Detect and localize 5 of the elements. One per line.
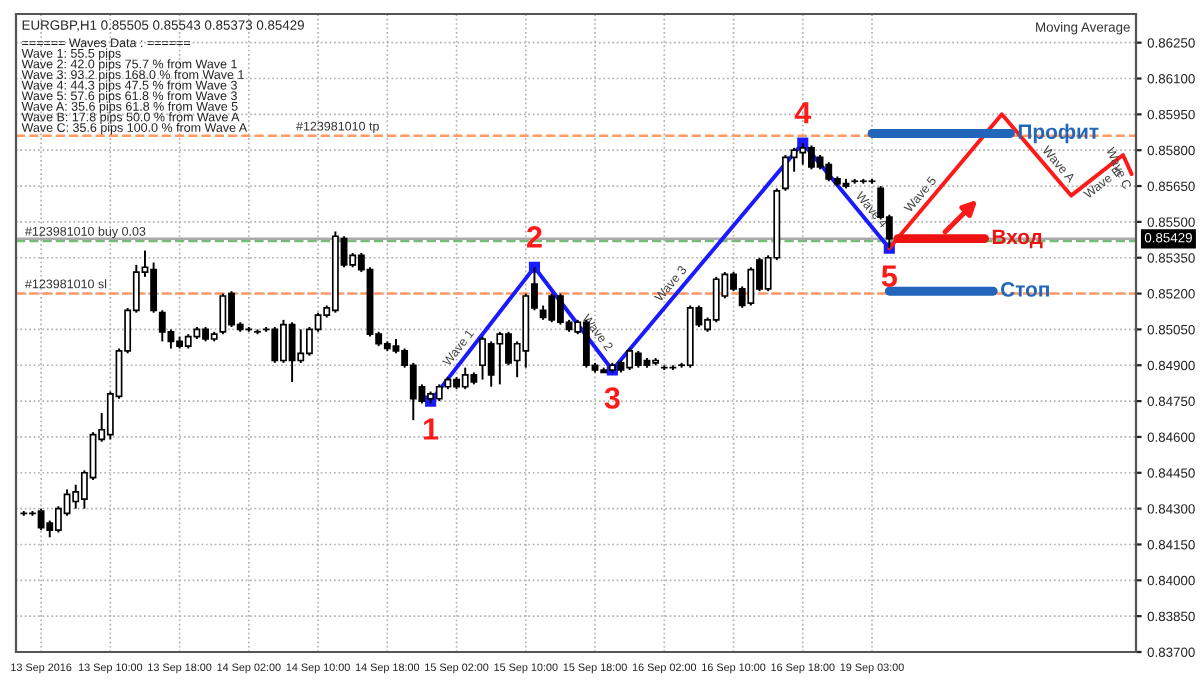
annotation: 3 — [604, 387, 620, 409]
annotation: 4 — [794, 102, 812, 124]
series-label: Вход — [992, 229, 1043, 249]
annotation: 5 — [881, 265, 897, 287]
annotation: 1 — [424, 418, 439, 440]
